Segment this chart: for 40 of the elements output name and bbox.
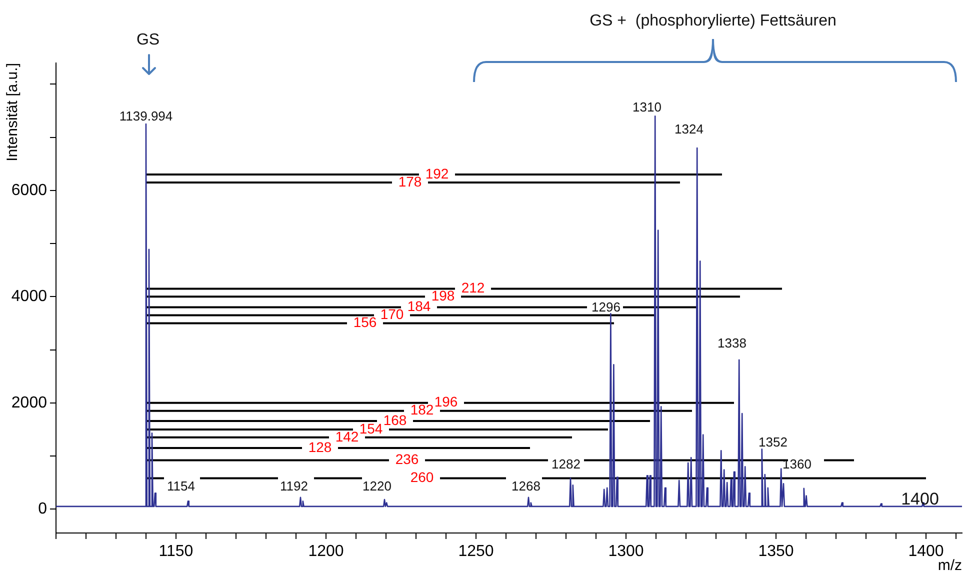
annotation: 1296 [592,300,620,315]
y-tick-label: 6000 [11,182,48,199]
text: 154 [359,420,383,436]
x-tick-label: 1200 [308,543,344,560]
y-tick-label: 4000 [11,288,48,306]
text: 260 [410,469,434,486]
text: 170 [380,306,404,322]
annotation: 1324 [674,122,704,137]
x-tick-label: 1350 [758,543,794,560]
text: 198 [431,288,455,304]
annotation: 1220 [362,478,392,494]
x-tick-label: 1250 [458,543,494,560]
annotation: 1400 [901,490,939,509]
text: GS [136,31,160,48]
text: 184 [407,298,431,314]
text: 192 [425,165,449,182]
y-tick-label: 0 [38,500,48,518]
annotation: 1352 [758,434,788,450]
text: 212 [461,280,485,296]
text: GS + (phosphorylierte) Fettsäuren [590,12,836,30]
text: 128 [308,438,332,455]
text: 168 [383,412,407,428]
text: 156 [353,314,377,330]
y-axis-title: Intensität [a.u.] [4,63,22,162]
annotation: 1139.994 [119,108,173,124]
annotation: 1338 [718,336,746,351]
annotation: 1268 [512,478,540,494]
annotation: 1154 [167,478,195,494]
text: 142 [335,428,359,444]
text: 182 [410,402,434,418]
y-tick-label: 2000 [11,394,48,412]
x-tick-label: 1300 [608,543,644,560]
text: 196 [434,394,458,410]
annotation: 1310 [632,100,662,115]
text: 178 [398,173,422,190]
text: 236 [395,451,419,468]
annotation: 1192 [280,478,308,494]
x-tick-label: 1150 [158,543,194,560]
annotation: 1282 [552,456,580,472]
annotation: 1360 [782,456,812,472]
